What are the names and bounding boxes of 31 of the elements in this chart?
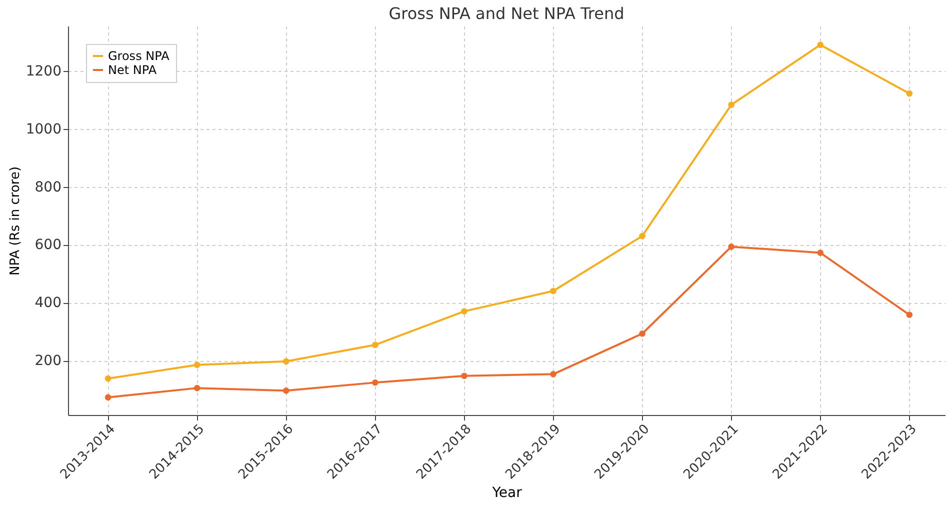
point [639,232,646,240]
point [550,288,556,294]
point [372,379,378,386]
point [817,250,824,256]
y-tick-label: 800 [34,179,62,196]
legend-label: Net NPA [108,63,158,77]
chart-title: Gross NPA and Net NPA Trend [388,4,624,23]
point [906,90,913,97]
y-tick-label: 1200 [26,63,62,80]
legend-label: Gross NPA [108,49,170,63]
y-axis-title: NPA (Rs in crore) [8,166,23,276]
y-tick-label: 200 [34,353,62,370]
y-tick-label: 400 [34,295,62,312]
point [282,358,290,365]
x-axis-title: Year [491,484,522,501]
point [194,362,200,368]
point [461,308,468,314]
point [194,384,200,392]
point [728,102,734,108]
point [639,330,646,337]
point [461,372,468,380]
point [728,244,734,250]
point [817,42,824,48]
point [104,375,112,382]
point [282,388,290,394]
point [372,342,378,348]
point [104,394,112,400]
y-tick-label: 600 [34,237,62,254]
point [550,371,556,378]
point [906,312,913,318]
y-tick-label: 1000 [26,121,62,138]
